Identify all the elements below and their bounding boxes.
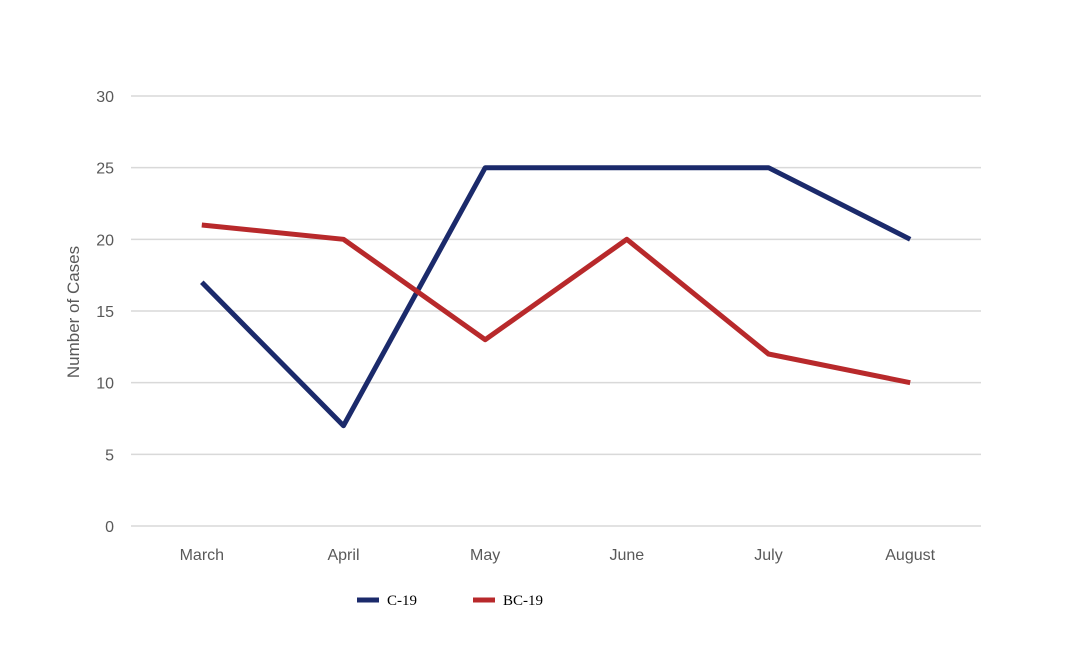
gridlines	[131, 95, 981, 527]
y-tick-label: 30	[96, 89, 114, 106]
series-line-bc-19	[201, 222, 911, 386]
y-axis-title: Number of Cases	[64, 246, 83, 378]
x-axis-ticks: March April May June July August	[180, 547, 936, 564]
y-axis-ticks: 0 5 10 15 20 25 30	[96, 89, 114, 536]
y-tick-label: 20	[96, 232, 114, 249]
legend: C-19 BC-19	[357, 593, 543, 609]
x-tick-label: May	[470, 547, 500, 564]
legend-label: C-19	[387, 593, 417, 609]
y-tick-label: 10	[96, 376, 114, 393]
series-line-c-19	[200, 165, 912, 429]
x-tick-label: July	[754, 547, 782, 564]
y-tick-label: 25	[96, 161, 114, 178]
x-tick-label: August	[885, 547, 935, 564]
legend-label: BC-19	[503, 593, 543, 609]
x-tick-label: April	[327, 547, 359, 564]
x-tick-label: June	[609, 547, 644, 564]
y-tick-label: 15	[96, 304, 114, 321]
y-tick-label: 5	[105, 447, 114, 464]
series-lines	[200, 165, 912, 429]
x-tick-label: March	[180, 547, 224, 564]
y-tick-label: 0	[105, 519, 114, 536]
